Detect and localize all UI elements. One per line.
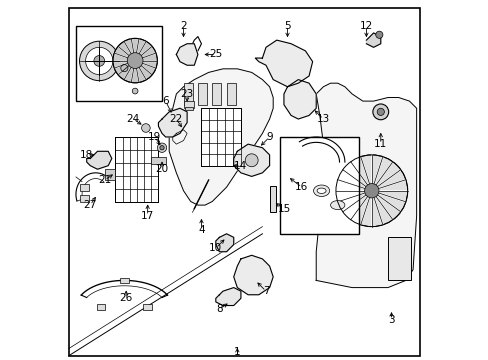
Polygon shape — [176, 44, 198, 65]
Ellipse shape — [317, 188, 325, 193]
Bar — [143, 305, 152, 310]
Polygon shape — [215, 234, 233, 252]
Circle shape — [142, 124, 150, 132]
Bar — [226, 83, 235, 105]
Text: 18: 18 — [80, 150, 93, 160]
Polygon shape — [158, 108, 187, 137]
Text: 10: 10 — [209, 243, 222, 253]
Text: 1: 1 — [234, 347, 240, 357]
Bar — [212, 83, 221, 105]
Bar — [387, 237, 410, 280]
Bar — [115, 137, 158, 202]
Circle shape — [132, 88, 138, 94]
Bar — [76, 26, 162, 101]
Bar — [183, 83, 192, 105]
Text: 9: 9 — [266, 132, 272, 142]
Text: 14: 14 — [234, 161, 247, 171]
Text: 22: 22 — [169, 114, 183, 124]
Ellipse shape — [313, 185, 329, 197]
Bar — [185, 107, 192, 110]
Polygon shape — [233, 255, 273, 295]
Polygon shape — [366, 33, 380, 47]
Bar — [80, 195, 88, 202]
Circle shape — [160, 145, 164, 150]
Text: 26: 26 — [119, 293, 133, 303]
Circle shape — [80, 41, 119, 81]
Text: 2: 2 — [180, 21, 186, 31]
Text: 4: 4 — [198, 225, 204, 235]
Text: 19: 19 — [148, 132, 161, 142]
Circle shape — [121, 64, 128, 72]
Ellipse shape — [330, 201, 344, 210]
Circle shape — [375, 31, 382, 39]
Circle shape — [85, 47, 113, 75]
Bar — [104, 169, 115, 180]
Text: 17: 17 — [141, 211, 154, 221]
Text: 5: 5 — [284, 21, 290, 31]
Text: 23: 23 — [180, 89, 193, 99]
Text: 20: 20 — [155, 164, 168, 174]
Polygon shape — [284, 80, 316, 119]
Bar — [183, 101, 194, 108]
Polygon shape — [86, 151, 112, 169]
Bar — [269, 186, 276, 212]
Polygon shape — [215, 288, 241, 306]
Bar — [80, 184, 88, 191]
Text: 7: 7 — [262, 286, 269, 296]
Polygon shape — [233, 144, 269, 176]
Text: 13: 13 — [316, 114, 329, 124]
Circle shape — [94, 55, 104, 66]
Text: 12: 12 — [359, 21, 372, 31]
Text: 25: 25 — [209, 49, 222, 59]
Bar — [198, 83, 206, 105]
Circle shape — [364, 184, 378, 198]
Text: 8: 8 — [216, 304, 222, 314]
Text: 6: 6 — [162, 96, 168, 106]
Polygon shape — [316, 83, 416, 288]
Circle shape — [376, 108, 384, 116]
Circle shape — [372, 104, 388, 120]
Text: 15: 15 — [277, 204, 290, 214]
Bar — [120, 278, 128, 283]
Text: 16: 16 — [295, 182, 308, 192]
Text: 24: 24 — [126, 114, 140, 124]
Circle shape — [127, 53, 142, 68]
Text: 21: 21 — [98, 175, 111, 185]
Circle shape — [244, 154, 258, 167]
Text: 11: 11 — [373, 139, 386, 149]
Bar — [97, 305, 105, 310]
Bar — [280, 137, 359, 234]
Text: 27: 27 — [83, 200, 97, 210]
Circle shape — [335, 155, 407, 226]
Polygon shape — [169, 69, 273, 205]
Circle shape — [113, 39, 157, 83]
Polygon shape — [255, 40, 312, 87]
Text: 3: 3 — [387, 315, 394, 325]
Circle shape — [157, 143, 166, 152]
Bar — [151, 157, 165, 164]
Bar — [201, 108, 241, 166]
